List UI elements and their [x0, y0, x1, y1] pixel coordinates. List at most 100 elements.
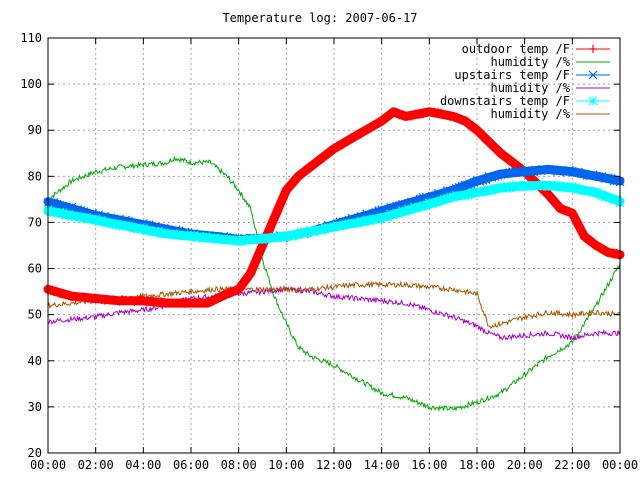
series-point [246, 270, 255, 279]
series-point [451, 190, 461, 200]
series-line [48, 285, 621, 341]
x-tick-label: 00:00 [602, 458, 638, 472]
series-point [517, 182, 527, 192]
series-point [386, 209, 396, 219]
series-point [576, 169, 586, 179]
series-point [555, 182, 565, 192]
series-point [73, 211, 83, 221]
series-point [335, 221, 345, 231]
y-tick-label: 40 [28, 354, 42, 368]
y-tick-label: 110 [20, 31, 42, 45]
series-point [332, 220, 342, 230]
series-point [264, 226, 273, 235]
series-point [577, 226, 586, 235]
series-point [472, 187, 482, 196]
series-point [436, 196, 446, 205]
series-point [234, 286, 243, 295]
legend-label: humidity /% [491, 107, 571, 121]
series-point [535, 181, 544, 191]
series-point [374, 215, 384, 224]
series-point [496, 183, 506, 193]
series-point [362, 215, 372, 225]
series-point [570, 182, 580, 192]
series-point [520, 165, 530, 175]
series-point [553, 181, 562, 191]
y-tick-label: 100 [20, 77, 42, 91]
series-3 [48, 285, 621, 341]
series-point [132, 224, 142, 234]
series-point [61, 210, 71, 220]
x-tick-label: 20:00 [507, 458, 543, 472]
series-point [356, 216, 366, 226]
x-tick-label: 08:00 [221, 458, 257, 472]
y-tick-label: 80 [28, 169, 42, 183]
x-tick-label: 22:00 [554, 458, 590, 472]
y-tick-label: 20 [28, 446, 42, 460]
series-point [237, 237, 247, 247]
series-point [156, 229, 166, 239]
series-point [424, 198, 434, 208]
series-group [43, 107, 625, 413]
series-point [347, 218, 357, 228]
series-point [410, 202, 419, 212]
series-point [305, 226, 315, 235]
series-point [231, 235, 241, 245]
series-point [207, 233, 217, 243]
y-tick-label: 60 [28, 262, 42, 276]
series-point [469, 187, 479, 197]
series-point [550, 180, 559, 190]
legend-label: humidity /% [491, 55, 571, 69]
series-point [76, 212, 86, 222]
series-point [213, 235, 223, 245]
legend-marker [589, 45, 597, 53]
x-tick-label: 04:00 [125, 458, 161, 472]
series-point [511, 180, 521, 190]
series-point [380, 115, 389, 124]
series-point [273, 205, 282, 214]
series-point [147, 227, 157, 237]
series-point [198, 234, 208, 243]
series-point [270, 215, 279, 224]
series-point [442, 193, 452, 203]
series-point [276, 199, 285, 208]
legend-marker [588, 70, 598, 80]
series-point [240, 235, 250, 245]
series-point [272, 232, 282, 242]
series-point [192, 232, 202, 242]
series-point [454, 182, 464, 192]
series-point [502, 169, 512, 178]
x-tick-label: 06:00 [173, 458, 209, 472]
series-point [249, 262, 258, 271]
series-point [255, 234, 264, 243]
series-point [112, 220, 121, 230]
series-1 [47, 155, 621, 413]
series-point [371, 214, 381, 224]
series-point [520, 181, 530, 190]
series-point [279, 192, 288, 201]
series-point [591, 188, 601, 198]
series-point [121, 221, 130, 231]
x-tick-label: 02:00 [78, 458, 114, 472]
series-point [463, 191, 473, 200]
series-point [433, 197, 443, 207]
series-point [568, 210, 577, 219]
series-point [475, 176, 485, 186]
series-point [252, 255, 261, 264]
chart-title: Temperature log: 2007-06-17 [222, 11, 417, 25]
series-0 [43, 107, 625, 308]
y-tick-label: 90 [28, 123, 42, 137]
series-point [246, 234, 256, 244]
series-point [574, 221, 583, 230]
series-point [288, 179, 297, 188]
series-point [478, 175, 488, 185]
legend-label: humidity /% [491, 81, 571, 95]
series-point [594, 190, 604, 199]
series-point [573, 167, 583, 177]
series-point [94, 217, 104, 227]
x-tick-label: 00:00 [30, 458, 66, 472]
y-tick-label: 30 [28, 400, 42, 414]
